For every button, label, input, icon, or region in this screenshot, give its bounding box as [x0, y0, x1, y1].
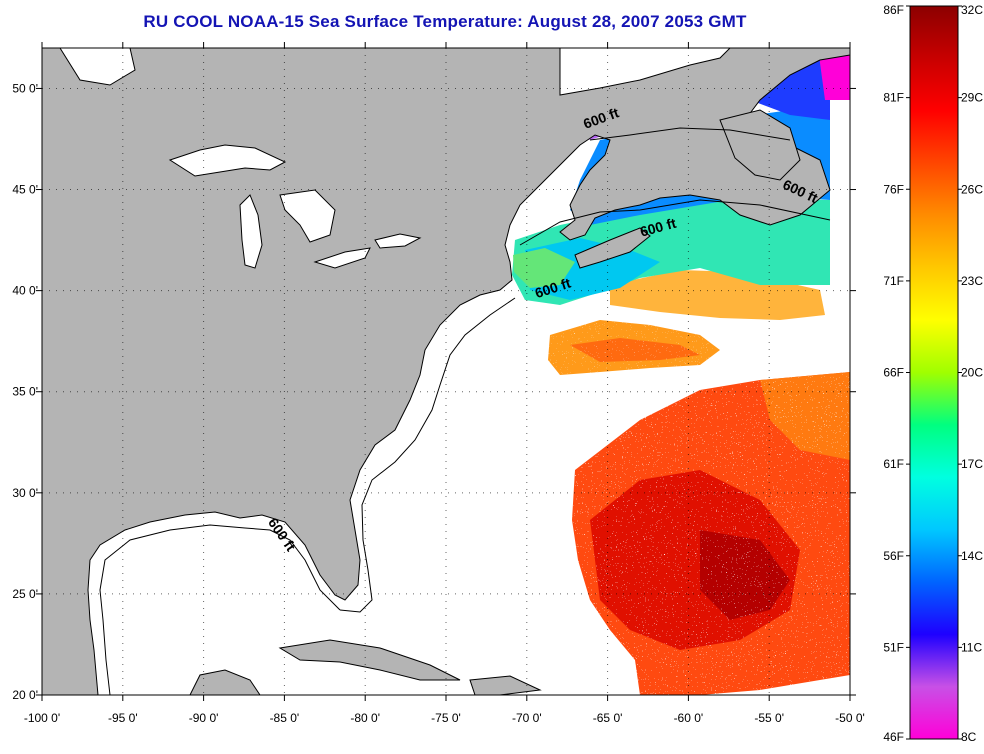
lake-huron [279, 189, 336, 243]
lon-label: -50 0' [835, 711, 865, 725]
lon-label: -60 0' [674, 711, 704, 725]
colorbar-celsius-label: 26C [961, 182, 983, 196]
colorbar-fahrenheit-label: 66F [883, 366, 904, 380]
lon-label: -85 0' [270, 711, 300, 725]
lake-erie [313, 247, 371, 269]
colorbar-fahrenheit-label: 71F [883, 274, 904, 288]
sst-gulf-maine [513, 248, 575, 288]
latitude-labels: 20 0' 25 0' 30 0' 35 0' 40 0' 45 0' 50 0' [12, 81, 38, 702]
lon-label: -90 0' [189, 711, 219, 725]
lon-label: -80 0' [350, 711, 380, 725]
lon-label: -75 0' [431, 711, 461, 725]
temperature-colorbar: 32C 29C 26C 23C 20C 17C 14C 11C 8C 86F 81F 76F 71F 6… [883, 3, 983, 744]
colorbar-celsius-labels: 32C 29C 26C 23C 20C 17C 14C 11C 8C [961, 3, 983, 744]
lat-label: 50 0' [12, 81, 38, 95]
colorbar-celsius-label: 11C [961, 640, 982, 654]
map-title: RU COOL NOAA-15 Sea Surface Temperature:… [143, 12, 747, 31]
cloud-speckle [572, 372, 850, 695]
great-lakes [59, 48, 422, 269]
colorbar-fahrenheit-label: 61F [883, 457, 904, 471]
lon-label: -95 0' [108, 711, 138, 725]
colorbar-celsius-label: 20C [961, 366, 983, 380]
lat-label: 25 0' [12, 587, 38, 601]
colorbar-celsius-label: 29C [961, 91, 983, 105]
isobath-canada-shelf [519, 199, 831, 246]
lat-label: 40 0' [12, 284, 38, 298]
graticule [42, 48, 850, 695]
colorbar-fahrenheit-label: 51F [883, 640, 904, 654]
nova-scotia [574, 227, 651, 269]
colorbar-celsius-label: 17C [961, 457, 983, 471]
yucatan [189, 669, 261, 695]
lon-label: -65 0' [593, 711, 623, 725]
lat-label: 20 0' [12, 688, 38, 702]
lat-label: 35 0' [12, 385, 38, 399]
axis-ticks [36, 42, 856, 701]
lake-superior [168, 144, 287, 177]
colorbar-celsius-label: 32C [961, 3, 983, 17]
lon-label: -100 0' [24, 711, 60, 725]
newfoundland [719, 109, 801, 181]
lake-michigan [239, 194, 263, 269]
sst-band-speckle [548, 320, 720, 375]
colorbar-celsius-label: 14C [961, 549, 983, 563]
isobath-gulf [99, 524, 341, 695]
lake-ontario [374, 233, 422, 249]
colorbar-fahrenheit-label: 86F [883, 3, 904, 17]
isobath-stlawrence [589, 127, 791, 141]
lon-label: -55 0' [754, 711, 784, 725]
james-bay [59, 48, 136, 86]
colorbar-fahrenheit-labels: 86F 81F 76F 71F 66F 61F 56F 51F 46F [883, 3, 904, 744]
colorbar-fahrenheit-label: 81F [883, 91, 904, 105]
lat-label: 30 0' [12, 486, 38, 500]
colorbar-celsius-label: 23C [961, 274, 983, 288]
colorbar-celsius-label: 8C [961, 730, 977, 744]
sst-labrador-magenta [818, 48, 850, 100]
isobath-contours [99, 127, 831, 695]
colorbar-fahrenheit-label: 56F [883, 549, 904, 563]
colorbar-fahrenheit-label: 46F [883, 730, 904, 744]
lon-label: -70 0' [512, 711, 542, 725]
hispaniola [469, 675, 542, 695]
longitude-labels: -100 0' -95 0' -90 0' -85 0' -80 0' -75 0' -70… [24, 711, 865, 725]
cuba [278, 639, 461, 681]
colorbar-gradient [909, 5, 959, 740]
colorbar-fahrenheit-label: 76F [883, 182, 904, 196]
colorbar-ticks [906, 5, 962, 740]
isobath-east-coast [339, 297, 516, 613]
lat-label: 45 0' [12, 183, 38, 197]
